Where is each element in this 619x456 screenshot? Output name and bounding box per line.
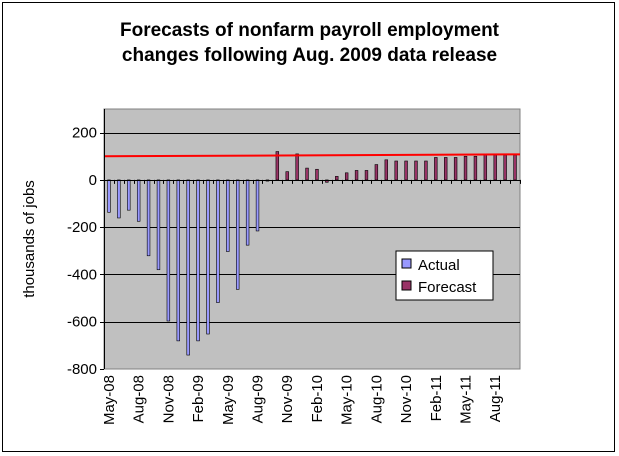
bar-forecast [483,154,488,181]
bar-actual [245,179,250,246]
bar-forecast [394,160,398,181]
reference-line [103,153,521,158]
y-tick-label: -800 [67,361,97,378]
bar-forecast [453,157,458,181]
x-tick-label: Aug-08 [131,375,148,423]
legend-box [395,250,494,301]
bar-actual [206,179,210,335]
bar-forecast [444,157,448,181]
chart-title-line-1: Forecasts of nonfarm payroll employment [119,20,500,41]
x-tick-label: Aug-09 [250,375,267,423]
bar-forecast [384,159,388,181]
x-tick-label: Feb-11 [428,375,445,421]
bar-forecast [295,153,299,181]
y-axis-ticks: 200 0 -200 -400 -600 -800 [67,125,104,378]
y-tick-label: 200 [72,125,97,142]
x-tick-label: Nov-09 [279,375,296,423]
bar-forecast [434,157,438,181]
bar-actual [146,179,151,257]
bar-forecast [473,155,478,181]
bar-forecast [285,171,289,181]
legend-label-forecast: Forecast [418,279,477,296]
bar-actual [216,179,220,303]
x-tick-label: Aug-11 [487,375,504,422]
chart-title: Forecasts of nonfarm payroll employment … [0,18,619,68]
x-tick-label: May-10 [339,375,356,425]
series-forecast-bars [265,151,517,183]
bar-forecast [513,154,517,181]
bar-forecast [503,154,507,181]
bar-actual [136,179,141,222]
x-tick-label: Nov-08 [160,375,177,423]
plot-area [103,108,521,370]
x-tick-label: Aug-10 [368,375,385,423]
y-tick-label: -400 [67,266,97,283]
series-actual-bars [107,179,260,356]
bar-forecast [463,155,468,181]
bar-actual [226,179,230,252]
bar-actual [166,179,171,322]
bar-actual [117,179,121,219]
x-axis-ticks: May-08 Aug-08 Nov-08 Feb-09 May-09 Aug-09 Nov-… [101,179,521,425]
bar-actual [196,179,200,342]
bar-forecast [364,170,369,181]
bar-forecast [354,170,359,181]
bar-forecast [493,154,497,181]
x-tick-label: Feb-10 [309,375,326,423]
bar-actual [127,179,131,211]
legend: Actual Forecast [395,250,494,301]
bar-forecast [305,167,309,181]
bar-actual [236,179,240,290]
chart-title-line-2: changes following Aug. 2009 data release [121,45,498,66]
bar-actual [176,179,180,342]
bar-forecast [335,176,339,181]
reference-trend-line [103,153,521,158]
y-tick-label: -600 [67,314,97,331]
bar-forecast [315,168,319,181]
bar-forecast [344,172,349,181]
x-tick-label: May-11 [458,375,475,424]
x-tick-label: May-09 [220,375,237,425]
x-tick-label: Feb-09 [190,375,207,423]
bar-actual [107,179,111,213]
legend-swatch-actual [401,258,412,269]
bar-forecast [325,179,329,183]
legend-swatch-forecast [401,280,412,291]
bar-forecast [424,160,428,181]
x-tick-label: Nov-10 [398,375,415,423]
bar-actual [255,179,260,232]
y-tick-label: 0 [89,172,97,189]
bar-forecast [275,151,280,181]
bar-actual [186,179,190,356]
y-axis-label: thousands of jobs [21,180,38,298]
bar-forecast [404,160,408,181]
bar-forecast [414,160,418,181]
x-tick-label: May-08 [101,375,118,425]
legend-label-actual: Actual [418,257,460,274]
bar-actual [156,179,161,271]
y-tick-label: -200 [67,219,97,236]
bar-forecast [374,164,379,181]
